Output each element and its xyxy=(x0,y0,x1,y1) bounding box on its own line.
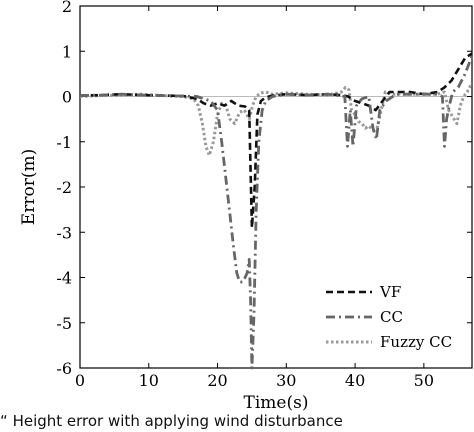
x-tick-label: 40 xyxy=(345,371,365,390)
figure-caption: “ Height error with applying wind distur… xyxy=(0,412,474,432)
y-axis-title: Error(m) xyxy=(19,149,39,225)
y-tick-label: -4 xyxy=(56,269,72,288)
y-tick-label: 0 xyxy=(62,88,72,107)
series-line-cc xyxy=(79,55,474,370)
y-tick-label: -1 xyxy=(56,133,72,152)
x-tick-label: 10 xyxy=(139,371,159,390)
y-tick-label: -2 xyxy=(56,178,72,197)
legend-label-vf: VF xyxy=(379,283,401,301)
legend-label-fuzzy-cc: Fuzzy CC xyxy=(380,333,452,351)
plot-frame xyxy=(79,5,473,369)
caption-text: Height error with applying wind disturba… xyxy=(12,412,343,430)
y-tick-label: 1 xyxy=(62,42,72,61)
x-tick-label: 0 xyxy=(75,371,85,390)
caption-marker: “ xyxy=(0,412,8,430)
x-tick-label: 30 xyxy=(276,371,296,390)
x-tick-label: 50 xyxy=(414,371,434,390)
y-tick-label: 2 xyxy=(62,0,72,16)
x-tick-label: 20 xyxy=(207,371,227,390)
y-tick-label: -3 xyxy=(56,223,72,242)
series-line-vf xyxy=(79,52,473,229)
y-tick-label: -6 xyxy=(56,359,72,378)
x-axis-title: Time(s) xyxy=(244,393,309,413)
y-tick-label: -5 xyxy=(56,314,72,333)
legend-label-cc: CC xyxy=(380,308,403,326)
